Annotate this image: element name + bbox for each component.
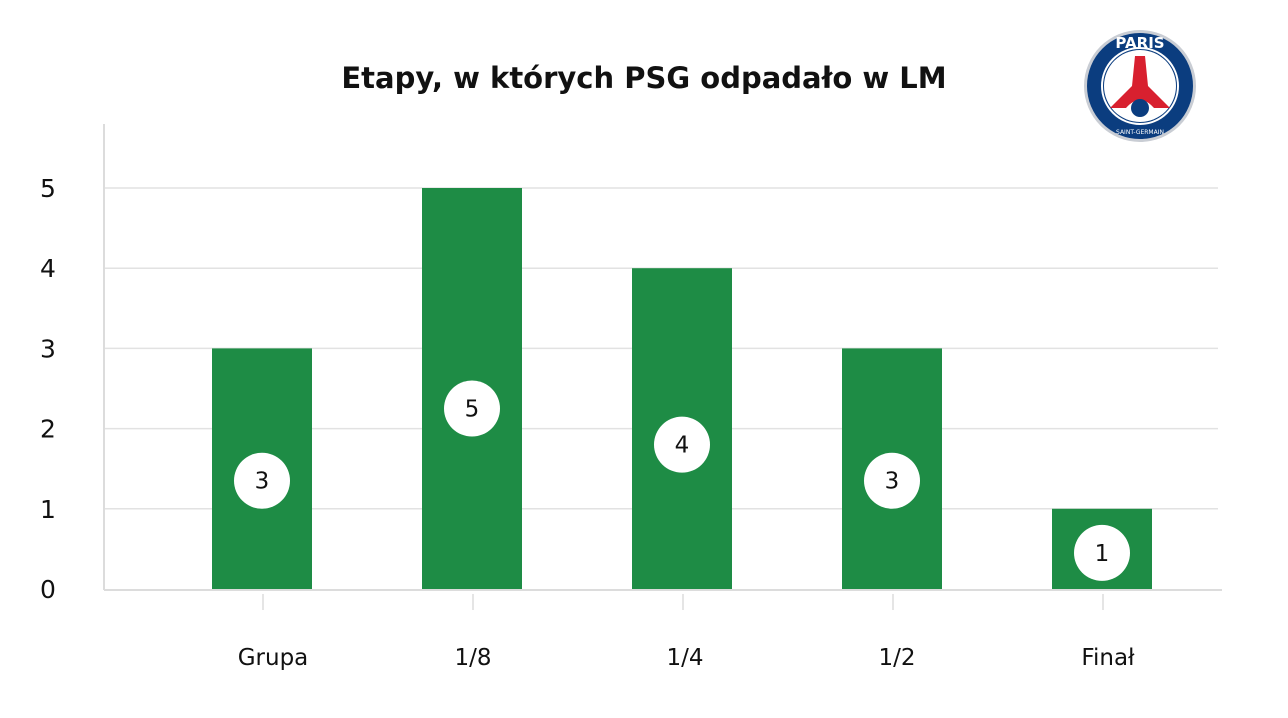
x-tick-label: Finał bbox=[1081, 645, 1135, 671]
data-label: 1 bbox=[1095, 541, 1110, 567]
bars: 3 5 4 3 1 bbox=[212, 188, 1152, 589]
y-tick-labels: 0 1 2 3 4 5 bbox=[40, 174, 56, 604]
y-tick-label: 0 bbox=[40, 575, 56, 604]
chart-title: Etapy, w których PSG odpadało w LM bbox=[341, 61, 946, 95]
y-tick-label: 5 bbox=[40, 174, 56, 203]
data-label-bubble bbox=[444, 380, 500, 437]
y-tick-label: 4 bbox=[40, 254, 56, 283]
data-label-bubble bbox=[654, 416, 710, 473]
psg-logo: PARIS SAINT-GERMAIN bbox=[1084, 30, 1196, 142]
svg-text:PARIS: PARIS bbox=[1115, 34, 1164, 52]
x-tick-label: 1/4 bbox=[666, 645, 703, 671]
y-tick-label: 3 bbox=[40, 334, 56, 363]
data-label: 3 bbox=[255, 469, 270, 495]
data-label: 5 bbox=[465, 397, 480, 423]
x-tick-labels: Grupa 1/8 1/4 1/2 Finał bbox=[238, 594, 1135, 671]
data-label-bubble bbox=[1074, 524, 1130, 581]
y-tick-label: 1 bbox=[40, 495, 56, 524]
data-label-bubble bbox=[864, 452, 920, 509]
data-label: 3 bbox=[885, 469, 900, 495]
x-tick-label: 1/2 bbox=[878, 645, 915, 671]
x-tick-label: Grupa bbox=[238, 645, 309, 671]
data-label-bubble bbox=[234, 452, 290, 509]
x-tick-label: 1/8 bbox=[454, 645, 491, 671]
data-label: 4 bbox=[675, 433, 690, 459]
y-tick-label: 2 bbox=[40, 415, 56, 444]
svg-text:SAINT-GERMAIN: SAINT-GERMAIN bbox=[1116, 129, 1164, 136]
